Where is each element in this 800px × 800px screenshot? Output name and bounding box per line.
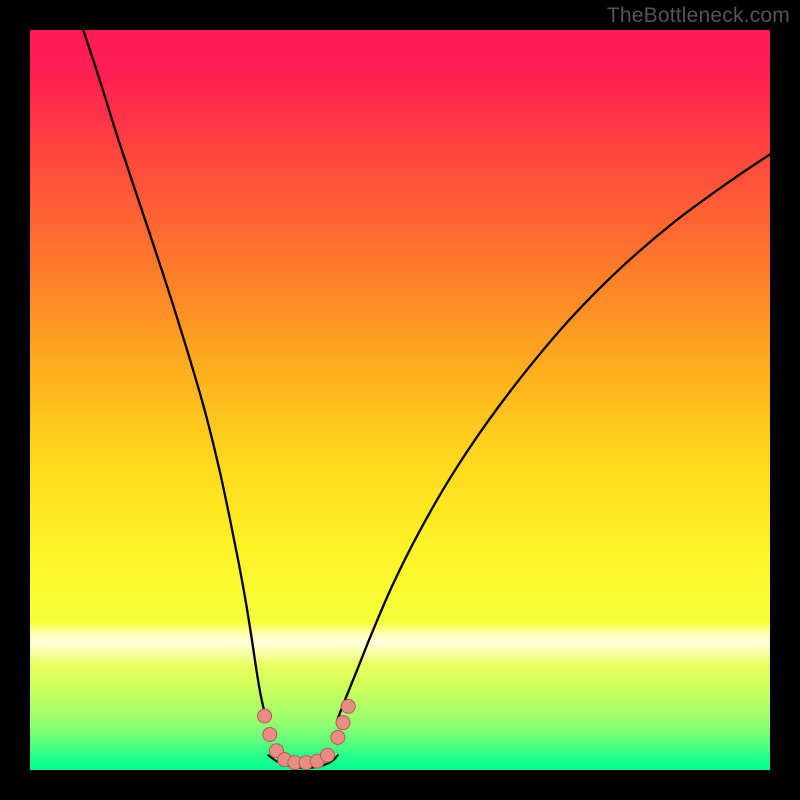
plot-background-gradient [30, 30, 770, 770]
chart-container: TheBottleneck.com [0, 0, 800, 800]
data-marker [341, 699, 355, 713]
data-marker [320, 748, 334, 762]
data-marker [263, 727, 277, 741]
data-marker [258, 709, 272, 723]
data-marker [336, 716, 350, 730]
bottleneck-curve-chart [0, 0, 800, 800]
watermark-text: TheBottleneck.com [607, 4, 790, 28]
data-marker [331, 730, 345, 744]
